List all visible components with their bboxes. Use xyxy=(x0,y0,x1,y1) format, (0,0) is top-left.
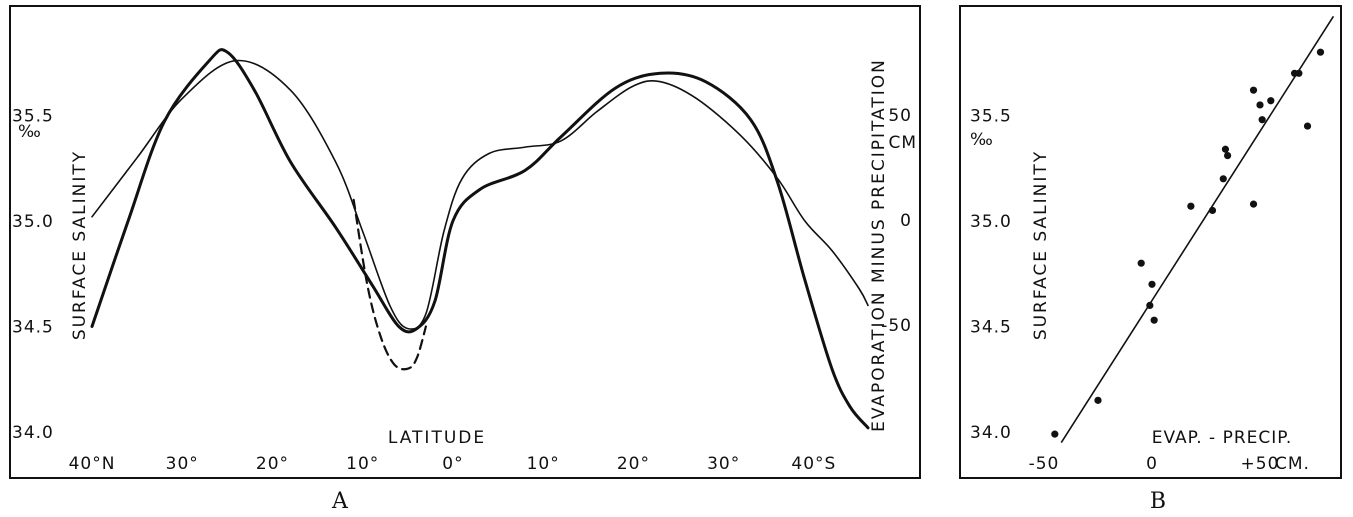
panel-b-point-11 xyxy=(1249,200,1258,208)
panel-a-series-evaporation-minus-precipitation xyxy=(90,48,870,430)
panel-b-point-9 xyxy=(1221,145,1230,153)
panel-b-point-12 xyxy=(1249,86,1258,94)
panel-a-left-tick-3: 35.5 xyxy=(12,107,54,127)
panel-b-point-2 xyxy=(1137,259,1145,267)
panel-b-point-19 xyxy=(1316,48,1325,56)
panel-b-point-1 xyxy=(1094,396,1102,404)
panel-b-frame xyxy=(959,5,1342,479)
panel-a-series-evaporation-minus-precipitation-dashed xyxy=(352,198,427,371)
panel-b-point-3 xyxy=(1148,280,1156,288)
panel-a-x-tick-4: 0° xyxy=(442,454,463,474)
panel-b-y-tick-1: 34.5 xyxy=(970,318,1012,338)
panel-b-point-10 xyxy=(1224,151,1232,160)
panel-b-x-tick-0: -50 xyxy=(1029,454,1060,474)
panel-a-x-axis-label: LATITUDE xyxy=(388,428,486,448)
panel-a-x-tick-2: 20° xyxy=(256,454,289,474)
panel-a-left-axis-label: SURFACE SALINITY xyxy=(70,150,90,340)
panel-a-right-tick-0: -50 xyxy=(881,316,912,336)
panel-a-left-tick-1: 34.5 xyxy=(12,318,54,338)
panel-a-left-tick-2: 35.0 xyxy=(12,212,54,232)
panel-b-y-tick-0: 34.0 xyxy=(970,423,1012,443)
panel-a-x-tick-6: 20° xyxy=(617,454,650,474)
panel-a-frame xyxy=(9,5,921,479)
panel-a-x-tick-1: 30° xyxy=(166,454,199,474)
panel-b-y-unit: ‰ xyxy=(970,130,994,150)
panel-b-point-5 xyxy=(1150,316,1158,324)
panel-a-x-tick-8: 40°S xyxy=(791,454,836,474)
panel-a-marks: 40°N 30° 20° 10° 0° 10° 20° 30° 40°S 34.0 34.5 35.0… xyxy=(12,48,912,474)
panel-b-point-18 xyxy=(1303,122,1312,130)
panel-a-right-tick-1: 0 xyxy=(900,211,912,231)
panel-b-marks: -50 0 +50 34.0 34.5 35.0 35.5 xyxy=(970,15,1335,474)
panel-b-point-6 xyxy=(1187,202,1195,210)
panel-a-right-axis-label: EVAPORATION MINUS PRECIPITATION xyxy=(869,58,889,432)
panel-a-x-tick-3: 10° xyxy=(346,454,379,474)
panel-b-point-15 xyxy=(1267,97,1275,105)
panel-b-point-0 xyxy=(1051,430,1059,438)
panel-b-point-13 xyxy=(1256,101,1264,109)
panel-b-label: B xyxy=(1150,489,1166,514)
panel-b-y-tick-3: 35.5 xyxy=(970,107,1012,127)
panel-a-x-tick-7: 30° xyxy=(707,454,740,474)
panel-a-left-unit: ‰ xyxy=(18,122,42,142)
panel-a-label: A xyxy=(331,489,349,514)
panel-b-point-7 xyxy=(1208,206,1217,215)
panel-b-point-17 xyxy=(1295,69,1303,77)
panel-b-y-tick-2: 35.0 xyxy=(970,212,1012,232)
panel-a-right-tick-2: 50 xyxy=(888,106,912,126)
panel-a-x-tick-5: 10° xyxy=(527,454,560,474)
panel-b-x-tick-1: 0 xyxy=(1146,454,1158,474)
panel-a-series-salinity xyxy=(91,59,869,330)
panel-b-point-4 xyxy=(1146,301,1154,309)
panel-b-point-14 xyxy=(1258,116,1266,124)
panel-b-x-unit: CM. xyxy=(1275,454,1310,474)
panel-b-y-axis-label: SURFACE SALINITY xyxy=(1031,150,1051,340)
panel-a-x-tick-0: 40°N xyxy=(69,454,116,474)
panel-b-x-tick-2: +50 xyxy=(1241,454,1280,474)
panel-b-x-axis-label: EVAP. - PRECIP. xyxy=(1152,428,1293,448)
panel-a-left-tick-0: 34.0 xyxy=(12,423,54,443)
panel-a-right-unit: CM xyxy=(888,133,917,153)
panel-b-point-8 xyxy=(1219,175,1227,183)
panel-b-fit-line xyxy=(1060,15,1335,443)
